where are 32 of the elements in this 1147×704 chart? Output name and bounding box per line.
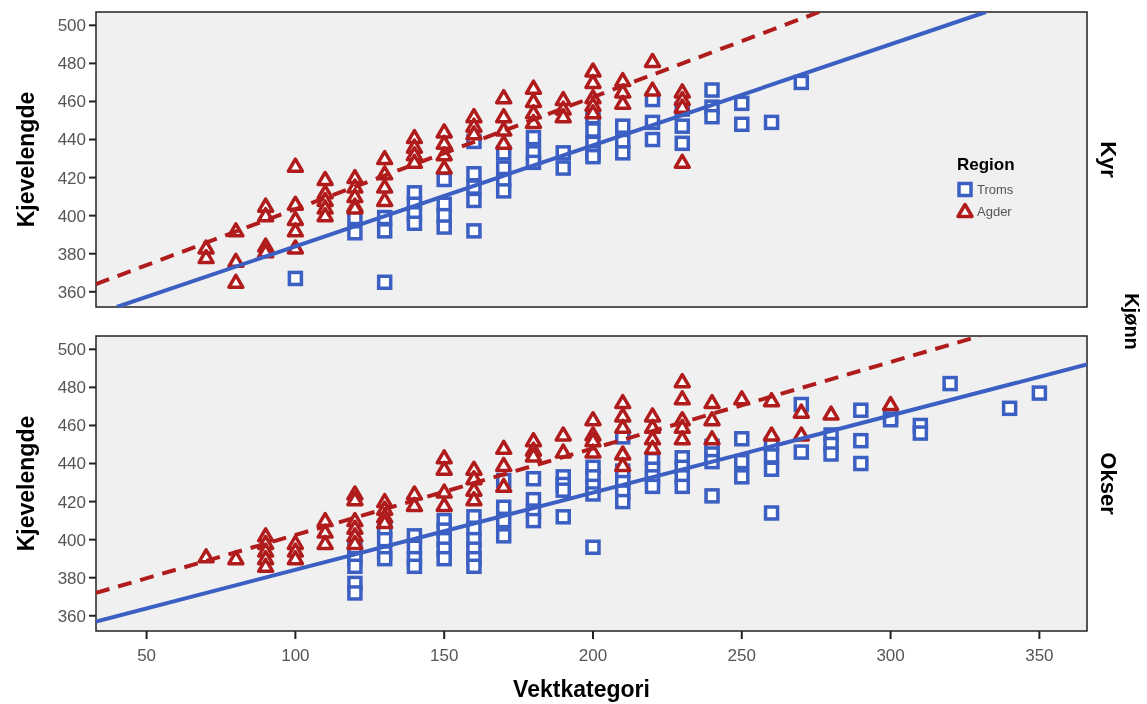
text: Kjønn bbox=[1121, 293, 1143, 350]
x-tick-label: 150 bbox=[430, 646, 459, 665]
y-tick-label: 400 bbox=[57, 206, 86, 226]
y-axis-title: Kjevelengde bbox=[13, 415, 39, 552]
y-tick-label: 480 bbox=[57, 54, 86, 74]
y-tick-label: 360 bbox=[57, 606, 86, 626]
y-axis-title: Kjevelengde bbox=[13, 91, 39, 228]
text: Okser bbox=[1096, 452, 1121, 516]
y-tick-label: 380 bbox=[57, 568, 86, 588]
y-tick-label: 380 bbox=[57, 244, 86, 264]
x-tick-label: 350 bbox=[1025, 646, 1054, 665]
x-tick-label: 300 bbox=[876, 646, 905, 665]
y-tick-label: 420 bbox=[57, 492, 86, 512]
y-tick-label: 460 bbox=[57, 92, 86, 112]
y-tick-label: 480 bbox=[57, 378, 86, 398]
y-tick-label: 440 bbox=[57, 130, 86, 150]
y-tick-label: 500 bbox=[57, 16, 86, 36]
x-tick-label: 100 bbox=[281, 646, 310, 665]
x-axis-title: Vektkategori bbox=[513, 676, 650, 702]
legend-label: Troms bbox=[977, 182, 1014, 198]
y-tick-label: 400 bbox=[57, 530, 86, 550]
text: Kyr bbox=[1096, 141, 1121, 179]
y-tick-label: 460 bbox=[57, 416, 86, 436]
x-tick-label: 50 bbox=[137, 646, 157, 665]
x-tick-label: 200 bbox=[578, 646, 608, 665]
legend-title: Region bbox=[957, 154, 1015, 174]
y-tick-label: 440 bbox=[57, 454, 86, 474]
legend-label: Agder bbox=[977, 204, 1013, 220]
y-tick-label: 420 bbox=[57, 168, 86, 188]
y-tick-label: 360 bbox=[57, 282, 86, 302]
y-tick-label: 500 bbox=[57, 340, 86, 360]
x-tick-label: 250 bbox=[727, 646, 756, 665]
